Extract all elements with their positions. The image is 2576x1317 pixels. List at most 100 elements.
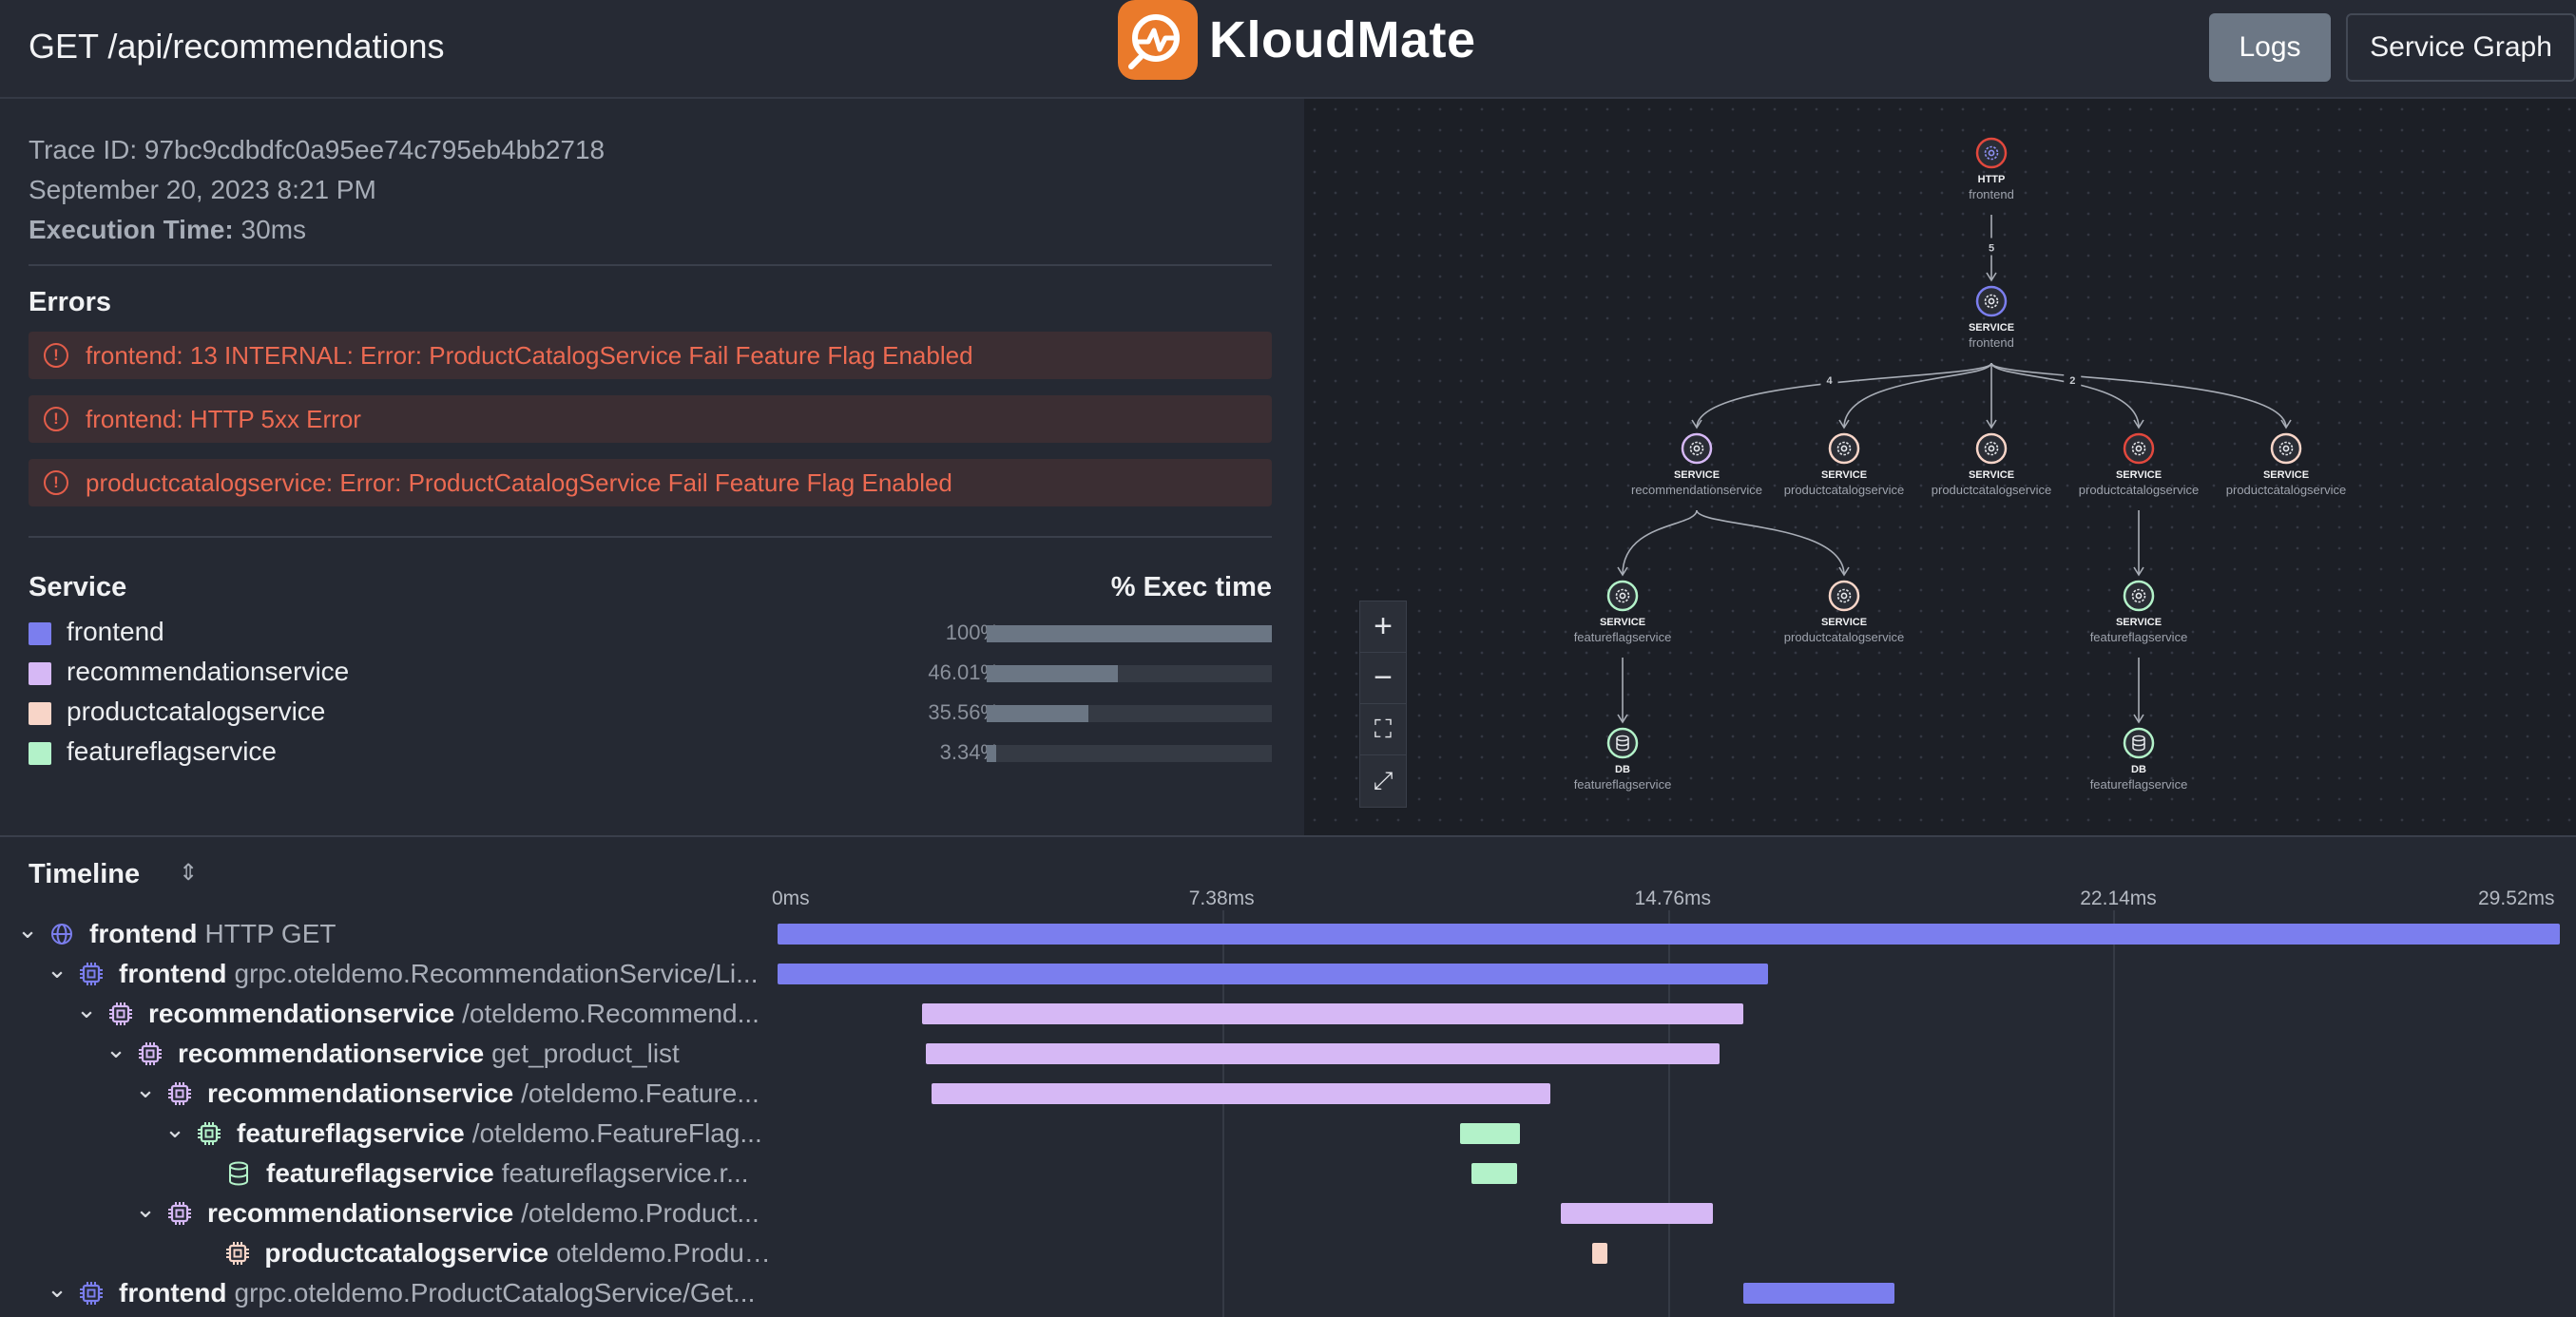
cpu-icon bbox=[106, 1000, 135, 1028]
edge-arrow bbox=[1986, 272, 1997, 282]
error-row[interactable]: ! frontend: 13 INTERNAL: Error: ProductC… bbox=[29, 332, 1272, 379]
errors-title: Errors bbox=[29, 287, 112, 317]
database-icon bbox=[2132, 735, 2145, 752]
timeline-row[interactable]: ⌄ recommendationservice get_product_list bbox=[0, 1034, 779, 1074]
gear-icon bbox=[1615, 588, 1630, 603]
timeline-row[interactable]: productcatalogservice oteldemo.Product... bbox=[0, 1233, 779, 1273]
alert-circle-icon: ! bbox=[44, 407, 68, 431]
error-row[interactable]: ! productcatalogservice: Error: ProductC… bbox=[29, 459, 1272, 506]
service-name: productcatalogservice bbox=[67, 697, 326, 726]
service-row[interactable]: frontend 100% bbox=[29, 615, 1272, 651]
service-node[interactable]: SERVICE productcatalogservice bbox=[2226, 432, 2346, 497]
node-ring bbox=[2123, 432, 2155, 465]
timeline-row[interactable]: ⌄ recommendationservice/oteldemo.Product.… bbox=[0, 1193, 779, 1233]
node-ring bbox=[2123, 580, 2155, 612]
exec-time-bar-fill bbox=[987, 665, 1119, 682]
span-bar[interactable] bbox=[1592, 1243, 1608, 1264]
node-type-label: SERVICE bbox=[2116, 617, 2162, 628]
timeline-row[interactable]: ⌄ frontend HTTP GET bbox=[0, 914, 779, 954]
chevron-down-icon[interactable]: ⌄ bbox=[164, 1115, 185, 1143]
node-name-label: productcatalogservice bbox=[2079, 483, 2199, 497]
service-row[interactable]: featureflagservice 3.34% bbox=[29, 735, 1272, 771]
timeline-row[interactable]: ⌄ recommendationservice/oteldemo.Feature.… bbox=[0, 1074, 779, 1114]
globe-icon bbox=[48, 920, 76, 948]
span-operation-name: /oteldemo.Feature... bbox=[521, 1078, 759, 1108]
service-node[interactable]: SERVICE productcatalogservice bbox=[2079, 432, 2199, 497]
node-name-label: featureflagservice bbox=[1574, 630, 1672, 644]
service-node[interactable]: SERVICE productcatalogservice bbox=[1932, 432, 2051, 497]
chevron-down-icon[interactable]: ⌄ bbox=[106, 1035, 126, 1063]
service-graph-button[interactable]: Service Graph bbox=[2346, 13, 2576, 82]
service-color-swatch bbox=[29, 662, 51, 685]
timeline-row[interactable]: ⌄ frontend grpc.oteldemo.ProductCatalogSer… bbox=[0, 1273, 779, 1313]
zoom-out-button[interactable]: − bbox=[1360, 653, 1406, 704]
node-type-label: SERVICE bbox=[1821, 617, 1867, 628]
chevron-down-icon[interactable]: ⌄ bbox=[47, 955, 67, 983]
span-service-name: frontend bbox=[89, 919, 198, 948]
pulse-logo-icon bbox=[1118, 0, 1198, 80]
edge-arrow bbox=[1986, 419, 1997, 429]
timeline-row[interactable]: ⌄ featureflagservice/oteldemo.FeatureFlag… bbox=[0, 1114, 779, 1154]
alert-circle-icon: ! bbox=[44, 470, 68, 495]
db-node[interactable]: DB featureflagservice bbox=[1574, 727, 1672, 792]
zoom-in-button[interactable]: + bbox=[1360, 601, 1406, 653]
chevron-down-icon[interactable]: ⌄ bbox=[76, 995, 97, 1023]
service-title: Service bbox=[29, 572, 127, 602]
service-row[interactable]: recommendationservice 46.01% bbox=[29, 655, 1272, 691]
timeline-row[interactable]: ⌄ frontend grpc.oteldemo.RecommendationSer… bbox=[0, 954, 779, 994]
service-node[interactable]: SERVICE featureflagservice bbox=[1574, 580, 1672, 644]
chevron-down-icon[interactable]: ⌄ bbox=[135, 1194, 156, 1223]
timeline-row[interactable]: ⌄ recommendationservice/oteldemo.Recommen… bbox=[0, 994, 779, 1034]
cpu-icon bbox=[77, 960, 106, 988]
service-node[interactable]: SERVICE productcatalogservice bbox=[1784, 432, 1904, 497]
service-node[interactable]: SERVICE featureflagservice bbox=[2090, 580, 2188, 644]
span-operation-name: grpc.oteldemo.ProductCatalogService/Get.… bbox=[234, 1278, 756, 1307]
service-row[interactable]: productcatalogservice 35.56% bbox=[29, 695, 1272, 731]
service-node[interactable]: SERVICE recommendationservice bbox=[1631, 432, 1762, 497]
node-ring bbox=[2123, 727, 2155, 759]
span-bar[interactable] bbox=[931, 1083, 1550, 1104]
timeline-tick-label: 29.52ms bbox=[2478, 888, 2555, 909]
timeline-row[interactable]: featureflagservice featureflagservice.r..… bbox=[0, 1154, 779, 1193]
timeline-gridline bbox=[1667, 910, 1670, 1317]
span-bar[interactable] bbox=[778, 964, 1768, 984]
cpu-icon bbox=[136, 1040, 164, 1068]
http-node[interactable]: HTTP frontend bbox=[1969, 137, 2014, 201]
logs-button[interactable]: Logs bbox=[2209, 13, 2331, 82]
error-row[interactable]: ! frontend: HTTP 5xx Error bbox=[29, 395, 1272, 443]
span-bar[interactable] bbox=[778, 924, 2560, 945]
db-node[interactable]: DB featureflagservice bbox=[2090, 727, 2188, 792]
span-bar[interactable] bbox=[1459, 1123, 1521, 1144]
service-node[interactable]: SERVICE productcatalogservice bbox=[1784, 580, 1904, 644]
node-name-label: frontend bbox=[1969, 335, 2014, 350]
edge-count-label: 5 bbox=[1989, 243, 1994, 255]
chevron-down-icon[interactable]: ⌄ bbox=[135, 1075, 156, 1103]
sort-toggle-icon[interactable]: ⇕ bbox=[179, 860, 199, 886]
span-bar[interactable] bbox=[925, 1043, 1720, 1064]
service-exec-pct: 3.34% bbox=[939, 740, 999, 764]
gear-icon bbox=[1836, 588, 1852, 603]
span-operation-name: get_product_list bbox=[491, 1039, 680, 1068]
page-title: GET /api/recommendations bbox=[29, 27, 445, 66]
span-bar[interactable] bbox=[1561, 1203, 1714, 1224]
span-bar[interactable] bbox=[1743, 1283, 1895, 1304]
fullscreen-button[interactable]: ⤢ bbox=[1373, 766, 1394, 794]
edge-arrow bbox=[1617, 566, 1628, 577]
database-icon bbox=[1616, 735, 1629, 752]
node-ring bbox=[2270, 432, 2302, 465]
kloudmate-logo: KloudMate bbox=[1118, 0, 1476, 80]
chevron-down-icon[interactable]: ⌄ bbox=[17, 915, 38, 944]
span-bar[interactable] bbox=[922, 1003, 1744, 1024]
gear-icon bbox=[1984, 441, 1999, 456]
exec-time-bar-fill bbox=[987, 625, 1272, 642]
chevron-down-icon[interactable]: ⌄ bbox=[47, 1274, 67, 1303]
fit-view-button[interactable]: ⛶ bbox=[1360, 704, 1406, 755]
service-color-swatch bbox=[29, 742, 51, 765]
service-graph-canvas[interactable]: 5 4 2 HTTP frontend SERVICE frontend SERVICE rec… bbox=[1304, 99, 2576, 835]
edge-arrow bbox=[2133, 419, 2144, 429]
span-bar[interactable] bbox=[1471, 1163, 1518, 1184]
node-name-label: recommendationservice bbox=[1631, 483, 1762, 497]
service-name: featureflagservice bbox=[67, 736, 278, 766]
edge-arrow bbox=[2133, 566, 2144, 577]
